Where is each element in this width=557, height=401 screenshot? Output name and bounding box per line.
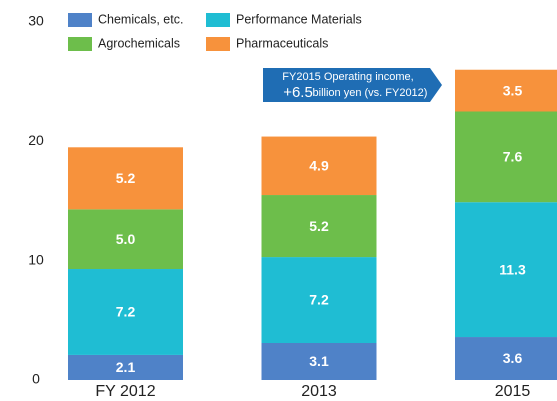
value-label: 2.1: [116, 359, 136, 375]
y-tick-label: 20: [28, 132, 44, 148]
value-label: 7.6: [503, 149, 523, 165]
annotation-arrow: [263, 68, 442, 102]
bar-segment: [261, 343, 377, 380]
bar-segment: [68, 209, 183, 270]
value-label: 7.2: [309, 292, 329, 308]
value-label: 7.2: [116, 304, 136, 320]
y-tick-label: 30: [28, 13, 44, 29]
bar-segment: [455, 111, 557, 203]
legend-label: Pharmaceuticals: [236, 36, 328, 50]
value-label: 4.9: [309, 157, 329, 173]
bar-segment: [261, 257, 377, 344]
bar-segment: [68, 147, 183, 210]
value-label: 5.0: [116, 231, 136, 247]
annotation-line2: billion yen (vs. FY2012): [313, 87, 428, 99]
bar-segment: [261, 195, 377, 258]
value-label: 5.2: [309, 218, 329, 234]
legend-swatch: [68, 37, 92, 51]
bar-segment: [455, 337, 557, 380]
value-label: 3.1: [309, 353, 329, 369]
legend-swatch: [206, 37, 230, 51]
x-tick-label: FY 2012: [95, 383, 155, 400]
y-tick-label: 10: [28, 251, 44, 267]
bar-segment: [261, 136, 377, 196]
x-tick-label: 2015: [495, 383, 531, 400]
annotation-value: +6.5: [283, 84, 313, 101]
value-label: 3.6: [503, 350, 523, 366]
legend-label: Performance Materials: [236, 12, 362, 26]
annotation: FY2015 Operating income, +6.5 billion ye…: [263, 68, 442, 102]
legend-swatch: [206, 13, 230, 27]
annotation-line1: FY2015 Operating income,: [282, 71, 413, 83]
legend-label: Agrochemicals: [98, 36, 180, 50]
y-tick-label: 0: [32, 371, 40, 387]
legend-swatch: [68, 13, 92, 27]
value-label: 5.2: [116, 170, 136, 186]
bar-segment: [455, 69, 557, 112]
value-label: 3.5: [503, 82, 523, 98]
legend-label: Chemicals, etc.: [98, 12, 183, 26]
value-label: 11.3: [499, 261, 526, 277]
bar-segment: [68, 354, 183, 380]
bar-segment: [455, 202, 557, 338]
bar-segment: [68, 269, 183, 355]
x-tick-label: 2013: [301, 383, 337, 400]
